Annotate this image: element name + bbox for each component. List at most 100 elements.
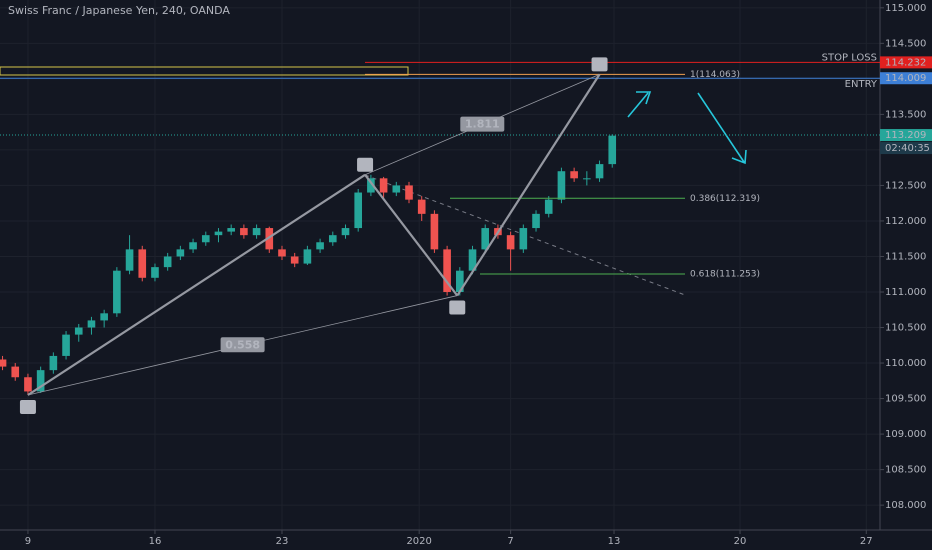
candle-body xyxy=(151,267,159,278)
price-badge xyxy=(880,72,932,85)
candle-body xyxy=(608,135,617,165)
zone-box xyxy=(0,66,409,76)
candle-body xyxy=(468,249,477,271)
y-tick-label: 112.500 xyxy=(885,180,926,191)
candle-body xyxy=(163,256,172,268)
x-tick-label: 2020 xyxy=(406,536,431,547)
candle-body xyxy=(367,178,375,193)
y-tick-label: 111.500 xyxy=(885,251,926,262)
x-tick-label: 9 xyxy=(25,536,31,547)
candle-body xyxy=(328,235,337,243)
candle-body xyxy=(113,270,121,314)
candle-body xyxy=(341,228,350,236)
y-tick-label: 110.500 xyxy=(885,323,926,334)
candle-body xyxy=(405,185,413,200)
candle-body xyxy=(36,370,45,392)
price-badge-label: 114.009 xyxy=(885,73,926,84)
candle-body xyxy=(214,231,223,236)
fib-label: 0.386(112.319) xyxy=(690,194,760,204)
fib-label: 1(114.063) xyxy=(690,70,740,80)
candle-body xyxy=(240,228,248,236)
price-line-name: STOP LOSS xyxy=(822,52,877,63)
candle-body xyxy=(252,228,261,236)
candle-body xyxy=(176,249,185,257)
candle-body xyxy=(87,320,96,328)
ratio-label: 1.811 xyxy=(465,118,500,131)
candle-body xyxy=(24,377,32,392)
candle-body xyxy=(379,178,388,193)
candle-body xyxy=(583,178,591,180)
price-badge xyxy=(880,56,932,69)
candle-body xyxy=(532,213,540,229)
candle-body xyxy=(456,270,464,292)
candle-body xyxy=(0,359,7,367)
candle-body xyxy=(265,228,274,250)
candle-body xyxy=(595,164,604,179)
ratio-badge xyxy=(460,116,505,132)
y-tick-label: 113.500 xyxy=(885,109,926,120)
x-tick-label: 20 xyxy=(734,536,747,547)
candle-body xyxy=(138,249,147,278)
y-tick-label: 115.000 xyxy=(885,3,926,14)
candle-body xyxy=(519,228,528,250)
pattern-point-badge xyxy=(449,300,466,315)
candle-body xyxy=(443,249,451,292)
chart-title: Swiss Franc / Japanese Yen, 240, OANDA xyxy=(8,4,230,17)
pattern-point-label: D xyxy=(595,59,603,70)
pattern-point-label: C xyxy=(454,303,461,314)
x-tick-label: 27 xyxy=(860,536,873,547)
pattern-leg xyxy=(456,73,601,297)
candle-body xyxy=(100,313,108,321)
candle-body xyxy=(74,327,83,335)
candle-body xyxy=(11,366,20,378)
candle-body xyxy=(506,235,515,250)
pattern-leg xyxy=(364,174,459,297)
candle-body xyxy=(189,242,197,250)
y-tick-label: 111.000 xyxy=(885,287,926,298)
y-tick-label: 112.000 xyxy=(885,216,926,227)
candle-body xyxy=(278,249,286,257)
candle-body xyxy=(303,249,312,264)
candle-body xyxy=(544,199,553,214)
y-tick-label: 109.000 xyxy=(885,429,926,440)
candle-body xyxy=(430,213,439,250)
candle-body xyxy=(227,228,235,232)
x-tick-label: 23 xyxy=(276,536,289,547)
fib-label: 0.618(111.253) xyxy=(690,270,760,280)
countdown-badge xyxy=(880,142,932,155)
candle-body xyxy=(125,249,134,271)
candle-body xyxy=(316,242,324,250)
price-badge-label: 114.232 xyxy=(885,57,926,68)
candle-body xyxy=(417,199,426,214)
candle-body xyxy=(62,334,70,356)
y-tick-label: 108.500 xyxy=(885,465,926,476)
x-tick-label: 13 xyxy=(608,536,621,547)
last-price-badge xyxy=(880,129,932,142)
last-price-label: 113.209 xyxy=(885,130,926,141)
y-tick-label: 114.500 xyxy=(885,38,926,49)
countdown-label: 02:40:35 xyxy=(885,143,930,154)
pattern-point-label: A xyxy=(24,402,32,413)
candle-body xyxy=(570,171,578,179)
pattern-point-label: B xyxy=(361,160,369,171)
pattern-point-badge xyxy=(357,157,374,172)
pattern-point-badge xyxy=(591,57,608,72)
arrow-down xyxy=(697,92,747,165)
y-tick-label: 108.000 xyxy=(885,500,926,511)
candle-body xyxy=(49,355,58,371)
y-tick-label: 109.500 xyxy=(885,394,926,405)
ratio-badge xyxy=(220,337,265,353)
candle-body xyxy=(354,192,363,229)
ratio-label: 0.558 xyxy=(225,338,260,351)
pattern-point-badge xyxy=(19,400,36,415)
candle-body xyxy=(201,235,210,243)
y-tick-label: 110.000 xyxy=(885,358,926,369)
x-tick-label: 7 xyxy=(507,536,513,547)
candle-body xyxy=(290,256,299,264)
candle-body xyxy=(481,228,490,250)
price-line-name: ENTRY xyxy=(845,79,878,90)
x-tick-label: 16 xyxy=(149,536,162,547)
candle-body xyxy=(392,185,401,193)
arrow-up xyxy=(627,91,652,118)
